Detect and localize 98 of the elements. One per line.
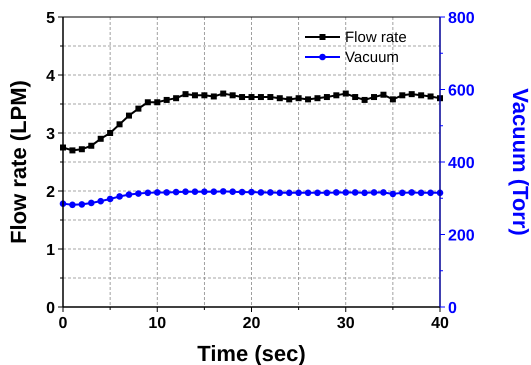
point	[324, 190, 330, 196]
point	[154, 99, 160, 106]
point	[399, 190, 406, 196]
point	[69, 201, 76, 208]
y2-axis-title: Vacuum (Torr)	[508, 88, 531, 236]
point	[116, 121, 123, 128]
point	[182, 91, 189, 98]
point	[98, 136, 104, 142]
point	[408, 91, 415, 98]
point	[69, 147, 76, 154]
point	[390, 96, 396, 102]
point	[258, 94, 264, 100]
legend-label: Vacuum	[345, 49, 399, 66]
point	[352, 94, 358, 100]
point	[220, 90, 226, 97]
y-tick-label: 1	[46, 242, 56, 259]
point	[370, 189, 378, 196]
point	[267, 189, 274, 196]
point	[172, 188, 180, 196]
point	[418, 190, 424, 196]
point	[427, 190, 434, 196]
point	[97, 198, 104, 204]
point	[362, 96, 368, 103]
point	[305, 96, 312, 102]
point	[116, 193, 123, 200]
point	[220, 188, 227, 195]
point	[286, 190, 292, 196]
point	[342, 90, 349, 97]
point	[88, 142, 94, 149]
point	[276, 190, 284, 196]
point	[126, 112, 132, 119]
point	[286, 96, 292, 102]
point	[238, 188, 246, 196]
point	[333, 92, 340, 98]
point	[276, 95, 283, 102]
x-tick-label: 30	[336, 315, 355, 332]
x-tick-label: 20	[242, 315, 260, 332]
point	[107, 130, 114, 136]
point	[201, 188, 208, 196]
point	[380, 92, 386, 98]
point	[229, 188, 236, 196]
point	[106, 196, 114, 202]
y-axis-title: Flow rate (LPM)	[6, 80, 31, 244]
point	[230, 92, 236, 98]
x-tick-label: 40	[431, 315, 449, 332]
point	[144, 99, 151, 106]
point	[210, 188, 218, 196]
y-tick-label: 0	[46, 300, 56, 317]
point	[192, 188, 198, 196]
point	[352, 189, 358, 196]
y2-tick-label: 600	[448, 82, 475, 100]
y2-tick-label: 400	[448, 155, 475, 172]
legend-label: Flow rate	[345, 29, 407, 46]
y-tick-label: 5	[46, 10, 56, 27]
point	[304, 190, 312, 196]
y-tick-label: 3	[46, 126, 56, 143]
point	[78, 201, 86, 208]
point	[314, 95, 320, 102]
point	[78, 146, 85, 152]
point	[314, 190, 321, 196]
point	[135, 106, 142, 112]
point	[380, 189, 387, 196]
point	[361, 190, 368, 196]
point	[88, 200, 95, 206]
point	[126, 191, 132, 198]
point	[173, 95, 180, 102]
y2-tick-label: 0	[448, 300, 457, 317]
point	[399, 92, 406, 98]
point	[267, 94, 274, 100]
point	[135, 190, 142, 197]
point	[163, 189, 170, 196]
point	[324, 94, 330, 100]
y-tick-label: 4	[46, 68, 56, 85]
point	[248, 188, 255, 196]
y2-tick-label: 800	[448, 10, 475, 27]
point	[342, 189, 350, 196]
point	[428, 93, 434, 100]
point	[210, 93, 217, 100]
x-tick-label: 10	[148, 315, 166, 332]
point	[296, 95, 302, 102]
point	[239, 94, 246, 100]
point	[192, 92, 198, 98]
point	[408, 189, 416, 196]
point	[154, 189, 161, 196]
x-tick-label: 0	[58, 315, 68, 332]
point	[182, 188, 189, 196]
point	[371, 94, 378, 100]
point	[201, 92, 208, 98]
point	[390, 190, 396, 198]
point	[418, 92, 424, 98]
point	[295, 190, 302, 196]
point	[248, 94, 254, 100]
y-tick-label: 2	[46, 184, 56, 201]
point	[144, 190, 152, 196]
point	[333, 189, 340, 196]
point	[164, 96, 170, 103]
y2-tick-label: 200	[448, 228, 475, 244]
point	[258, 189, 264, 196]
